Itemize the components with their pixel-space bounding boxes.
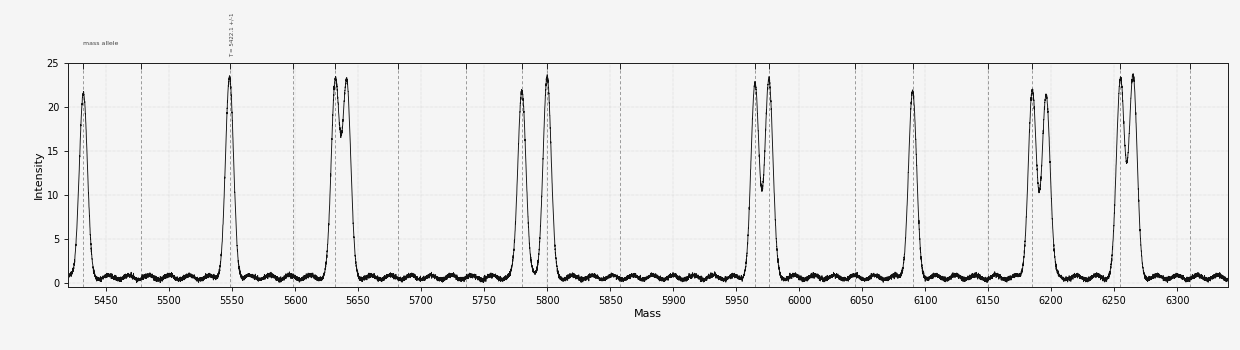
Y-axis label: Intensity: Intensity xyxy=(33,151,43,199)
X-axis label: Mass: Mass xyxy=(634,309,662,319)
Text: T = 5422.1 +/-1: T = 5422.1 +/-1 xyxy=(229,13,234,57)
Text: mass allele: mass allele xyxy=(83,41,119,46)
